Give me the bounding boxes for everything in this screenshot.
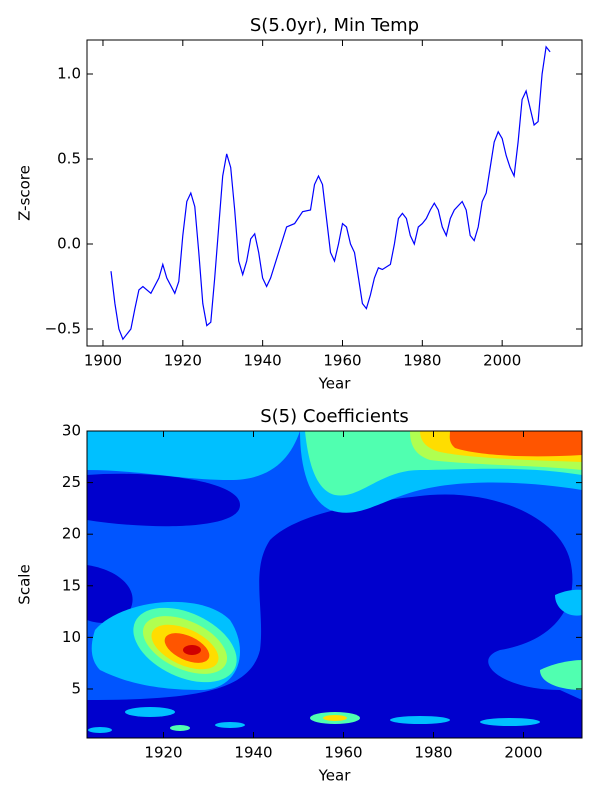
x-tick-label: 1920 [164, 352, 202, 370]
contour-field [87, 431, 582, 738]
y-tick-label: −0.5 [45, 320, 81, 338]
x-axis-label: Year [318, 375, 352, 393]
y-tick-label: 10 [62, 628, 81, 646]
y-tick-label: 30 [62, 422, 81, 440]
x-tick-label: 1940 [244, 352, 282, 370]
chart-title: S(5) Coefficients [260, 406, 409, 427]
y-axis-label: Z-score [16, 165, 34, 221]
plot-frame [86, 39, 583, 347]
x-tick-label: 1980 [414, 744, 452, 762]
y-tick-label: 1.0 [57, 65, 81, 83]
x-tick-label: 1980 [403, 352, 441, 370]
chart-title: S(5.0yr), Min Temp [250, 15, 419, 36]
x-tick-label: 1900 [84, 352, 122, 370]
x-tick-label: 1920 [144, 744, 182, 762]
y-tick-label: 0.5 [57, 150, 81, 168]
x-tick-label: 2000 [483, 352, 521, 370]
x-tick-label: 2000 [504, 744, 542, 762]
y-axis-label: Scale [16, 564, 34, 604]
plot-frame [86, 430, 583, 739]
y-tick-label: 15 [62, 576, 81, 594]
x-axis-label: Year [318, 767, 352, 785]
y-tick-label: 25 [62, 473, 81, 491]
data-line [110, 45, 551, 341]
x-tick-label: 1960 [324, 744, 362, 762]
y-tick-label: 0.0 [57, 235, 81, 253]
y-tick-label: 20 [62, 525, 81, 543]
x-tick-label: 1960 [323, 352, 361, 370]
x-tick-label: 1940 [234, 744, 272, 762]
y-tick-label: 5 [71, 679, 81, 697]
